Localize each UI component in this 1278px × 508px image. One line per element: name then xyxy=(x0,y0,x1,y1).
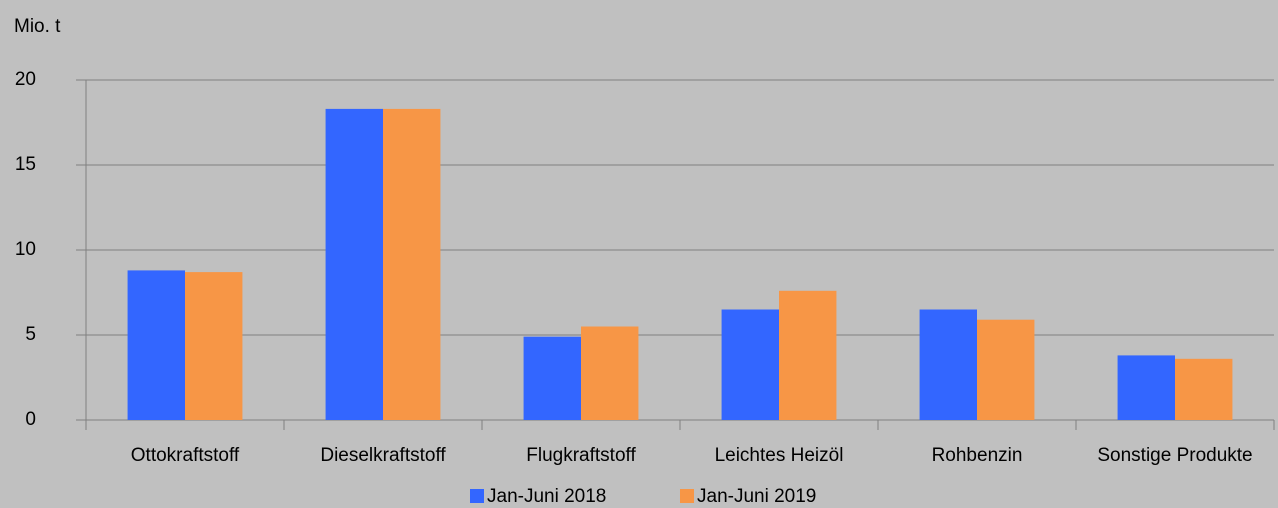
bar xyxy=(1175,358,1233,420)
x-tick-label: Sonstige Produkte xyxy=(1097,445,1252,466)
bar xyxy=(383,108,441,421)
y-tick-label: 20 xyxy=(15,69,36,90)
legend-label: Jan-Juni 2018 xyxy=(487,486,606,507)
bar xyxy=(779,290,837,420)
bar xyxy=(1117,355,1175,420)
bar xyxy=(523,336,581,420)
bar xyxy=(581,326,639,420)
y-tick-label: 10 xyxy=(15,239,36,260)
y-unit-label: Mio. t xyxy=(14,16,61,37)
bar xyxy=(721,309,779,420)
legend-swatch xyxy=(470,489,484,503)
y-tick-label: 5 xyxy=(25,324,36,345)
bar xyxy=(325,108,383,421)
x-tick-label: Leichtes Heizöl xyxy=(715,445,844,466)
x-tick-label: Flugkraftstoff xyxy=(526,445,636,466)
legend-swatch xyxy=(680,489,694,503)
legend-label: Jan-Juni 2019 xyxy=(697,486,816,507)
bar xyxy=(127,270,185,420)
x-tick-label: Ottokraftstoff xyxy=(131,445,240,466)
bar xyxy=(185,272,243,420)
bar xyxy=(977,319,1035,420)
bar xyxy=(919,309,977,420)
y-tick-label: 0 xyxy=(25,409,36,430)
y-tick-label: 15 xyxy=(15,154,36,175)
x-tick-label: Rohbenzin xyxy=(932,445,1023,466)
x-tick-label: Dieselkraftstoff xyxy=(320,445,446,466)
